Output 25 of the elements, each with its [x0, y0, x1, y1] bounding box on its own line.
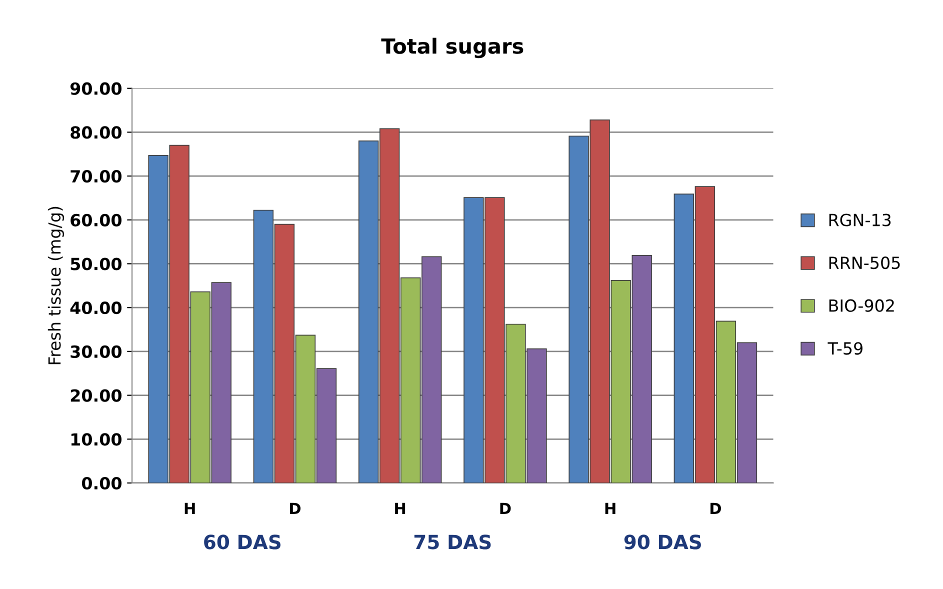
- legend-label: T-59: [828, 342, 862, 355]
- x-tick-label: H: [395, 502, 406, 514]
- y-tick-label: 80.00: [70, 126, 122, 139]
- y-tick-label: 0.00: [82, 476, 122, 490]
- legend-label: BIO-902: [829, 299, 894, 312]
- y-tick-label: 20.00: [70, 389, 122, 402]
- legend-label: RRN-505: [829, 256, 900, 270]
- y-tick-label: 30.00: [70, 345, 122, 358]
- y-tick-label: 90.00: [70, 82, 122, 95]
- y-tick-label: 70.00: [70, 170, 122, 183]
- text: 90 DAS: [624, 534, 701, 550]
- y-tick-label: 60.00: [70, 214, 122, 226]
- legend-label: RGN-13: [829, 214, 891, 226]
- x-tick-label: D: [500, 502, 511, 514]
- text: 60 DAS: [204, 534, 280, 550]
- x-tick-label: D: [290, 502, 300, 514]
- chart-title: Total sugars: [381, 38, 524, 58]
- x-tick-label: H: [184, 502, 195, 514]
- x-tick-label: D: [710, 502, 721, 514]
- y-tick-label: 10.00: [71, 433, 122, 446]
- y-tick-label: 40.00: [70, 302, 122, 314]
- y-tick-label: 50.00: [70, 258, 122, 270]
- x-tick-label: H: [605, 502, 616, 514]
- text: 75 DAS: [414, 534, 491, 550]
- y-axis-title: Fresh tissue (mg/g): [48, 206, 64, 364]
